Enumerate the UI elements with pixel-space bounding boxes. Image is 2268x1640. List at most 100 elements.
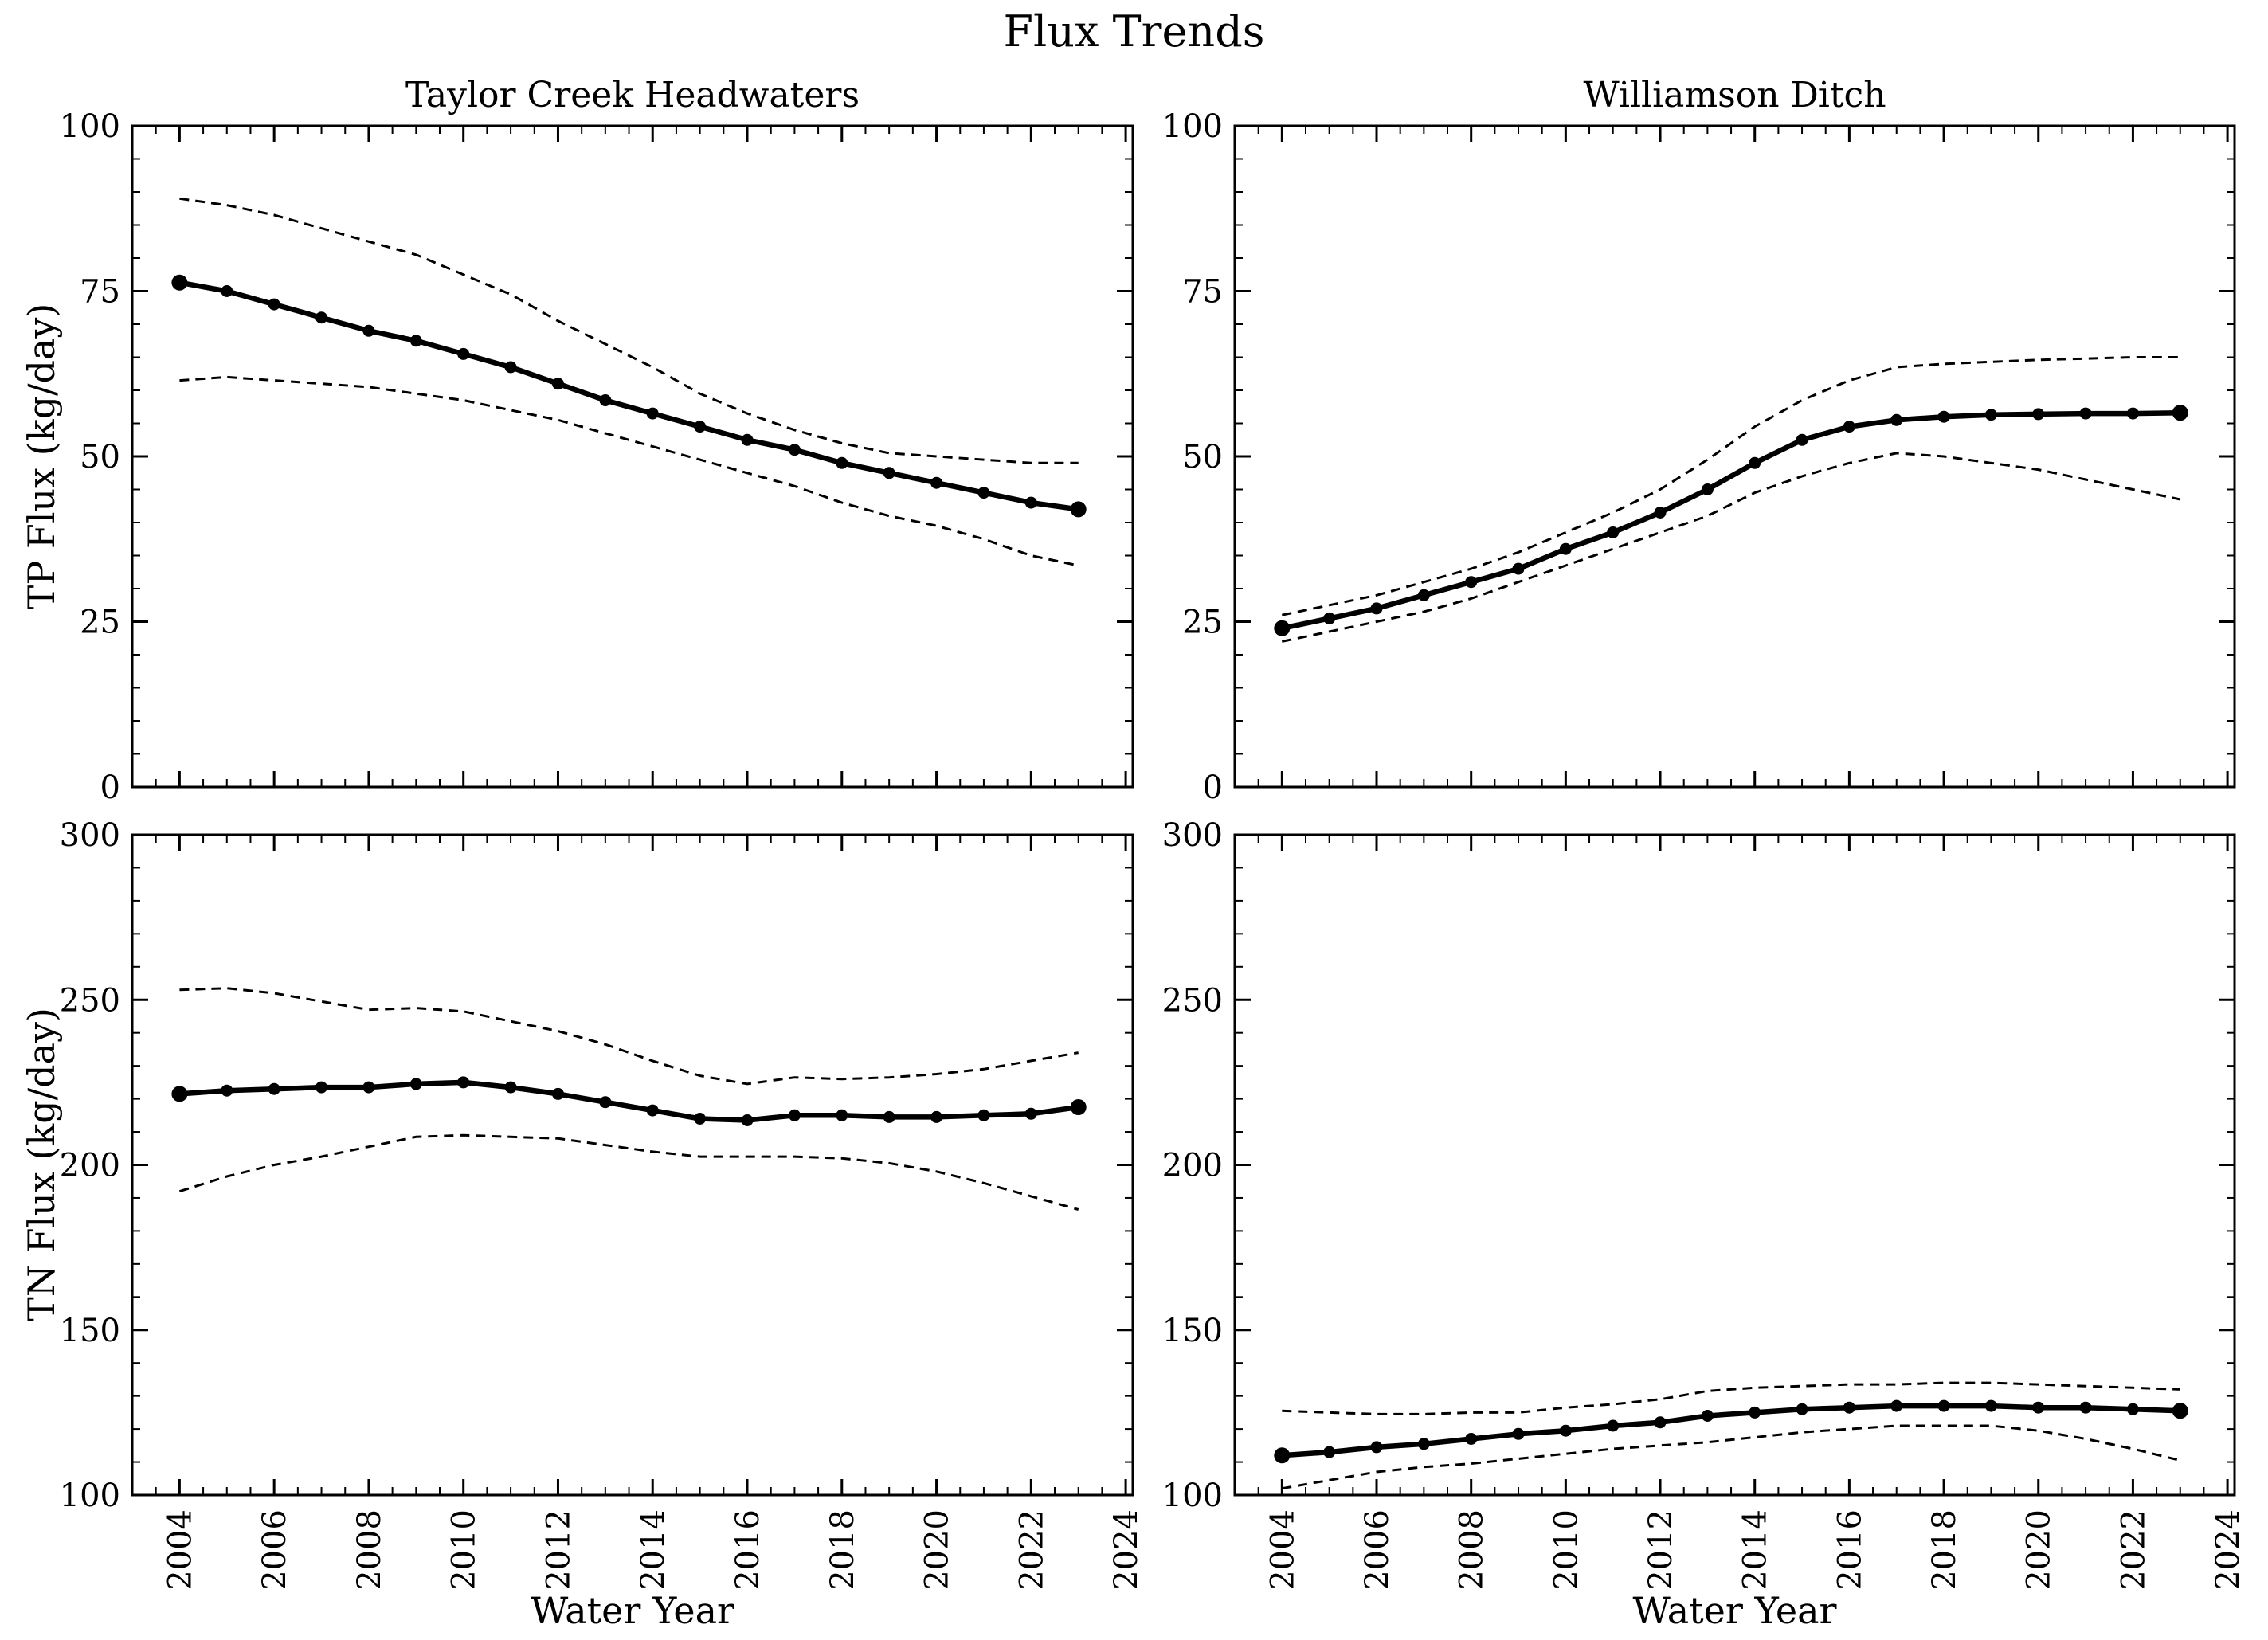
figure-title: Flux Trends (1003, 6, 1265, 57)
data-point-marker (1984, 1399, 1997, 1412)
data-point-marker (1796, 433, 1808, 446)
y-tick-label: 0 (100, 769, 120, 806)
data-point-marker (599, 394, 612, 406)
x-axis-label-water-year-right: Water Year (1632, 1589, 1837, 1632)
panel-title-williamson-ditch: Williamson Ditch (1583, 75, 1886, 115)
data-point-marker (741, 433, 754, 446)
axes-frame (1233, 124, 2236, 789)
y-tick-label: 100 (1162, 1478, 1223, 1514)
x-tick-label: 2020 (919, 1509, 956, 1591)
data-point-marker (1749, 1406, 1761, 1419)
data-point-marker (1890, 413, 1903, 426)
data-point-marker (1465, 1433, 1478, 1445)
data-point-marker (1323, 1446, 1336, 1458)
x-tick-label: 2018 (1926, 1509, 1963, 1591)
data-point-marker (362, 324, 375, 337)
data-point-marker (1654, 1416, 1667, 1429)
x-tick-label: 2022 (2115, 1509, 2152, 1591)
x-tick-label: 2012 (1643, 1509, 1679, 1591)
data-point-marker (171, 274, 188, 291)
data-point-marker (2032, 408, 2045, 421)
x-tick-label: 2024 (2210, 1509, 2246, 1591)
data-point-marker (552, 1087, 564, 1100)
data-point-marker (741, 1114, 754, 1126)
panel-title-taylor-creek-headwaters: Taylor Creek Headwaters (405, 75, 860, 115)
y-tick-label: 300 (1162, 817, 1223, 854)
data-point-marker (2126, 407, 2139, 420)
y-tick-label: 50 (1182, 439, 1223, 476)
data-point-marker (1607, 526, 1620, 538)
data-point-marker (788, 1109, 801, 1121)
x-tick-label: 2016 (730, 1509, 766, 1591)
data-point-marker (457, 347, 470, 360)
data-point-marker (1607, 1419, 1620, 1432)
y-tick-label: 100 (1162, 108, 1223, 145)
data-point-marker (2172, 405, 2188, 421)
data-point-marker (1843, 421, 1855, 433)
axis-ticks (1235, 124, 2235, 789)
series-markers (1274, 405, 2188, 636)
data-point-marker (694, 1113, 707, 1125)
x-tick-label: 2004 (162, 1509, 198, 1591)
data-point-marker (1370, 1441, 1383, 1454)
data-point-marker (1559, 1424, 1572, 1437)
axis-ticks (132, 124, 1133, 789)
data-point-marker (836, 1109, 848, 1121)
x-axis-label-water-year-left: Water Year (530, 1589, 735, 1632)
data-point-marker (171, 1086, 188, 1102)
x-tick-label: 2018 (825, 1509, 861, 1591)
y-tick-label: 0 (1203, 769, 1223, 806)
data-point-marker (2126, 1403, 2139, 1415)
data-point-marker (883, 467, 895, 479)
y-tick-label: 100 (60, 1478, 120, 1514)
data-point-marker (1512, 1427, 1525, 1440)
y-tick-label: 50 (80, 439, 120, 476)
data-point-marker (930, 476, 943, 489)
series-lower-dashed-band (1281, 452, 2181, 643)
data-point-marker (1749, 456, 1761, 469)
x-tick-label: 2008 (351, 1509, 388, 1591)
data-point-marker (504, 361, 517, 374)
data-point-marker (1701, 1410, 1714, 1422)
y-tick-labels: 0 25 50 75 100 (1162, 108, 1223, 806)
data-point-marker (268, 298, 280, 311)
data-point-marker (1417, 589, 1430, 601)
data-point-marker (1796, 1403, 1808, 1415)
y-tick-labels: 0 25 50 75 100 (60, 108, 120, 806)
series-upper-dashed-band (179, 987, 1079, 1086)
series-lower-dashed-band (1282, 1424, 2181, 1490)
x-tick-label: 2020 (2021, 1509, 2058, 1591)
data-point-marker (409, 335, 422, 347)
y-tick-label: 75 (80, 274, 120, 311)
data-point-marker (1843, 1401, 1855, 1414)
x-tick-label: 2012 (540, 1509, 577, 1591)
y-tick-label: 250 (1162, 982, 1223, 1019)
data-point-marker (409, 1078, 422, 1090)
data-point-marker (646, 407, 659, 420)
data-point-marker (836, 456, 848, 469)
data-point-marker (1274, 1447, 1291, 1464)
data-point-marker (457, 1076, 470, 1089)
data-point-marker (1417, 1438, 1430, 1450)
data-point-marker (599, 1096, 612, 1109)
x-tick-label: 2016 (1831, 1509, 1868, 1591)
series-center-estimate (177, 1079, 1081, 1123)
y-tick-label: 75 (1182, 274, 1223, 311)
y-tick-label: 150 (1162, 1313, 1223, 1349)
data-point-marker (977, 487, 990, 499)
data-point-marker (221, 285, 233, 297)
series-center-estimate (177, 280, 1081, 512)
data-point-marker (1654, 507, 1667, 519)
y-tick-label: 150 (60, 1313, 120, 1349)
data-point-marker (315, 1081, 327, 1094)
data-point-marker (315, 311, 327, 324)
x-tick-label: 2024 (1108, 1509, 1145, 1591)
data-point-marker (2172, 1403, 2188, 1419)
data-point-marker (552, 378, 564, 390)
axis-ticks (132, 833, 1133, 1497)
x-tick-label: 2006 (1359, 1509, 1396, 1591)
x-tick-labels: 2004 2006 2008 2010 2012 2014 2016 2018 2020 2022… (162, 1509, 1145, 1591)
data-point-marker (788, 444, 801, 456)
